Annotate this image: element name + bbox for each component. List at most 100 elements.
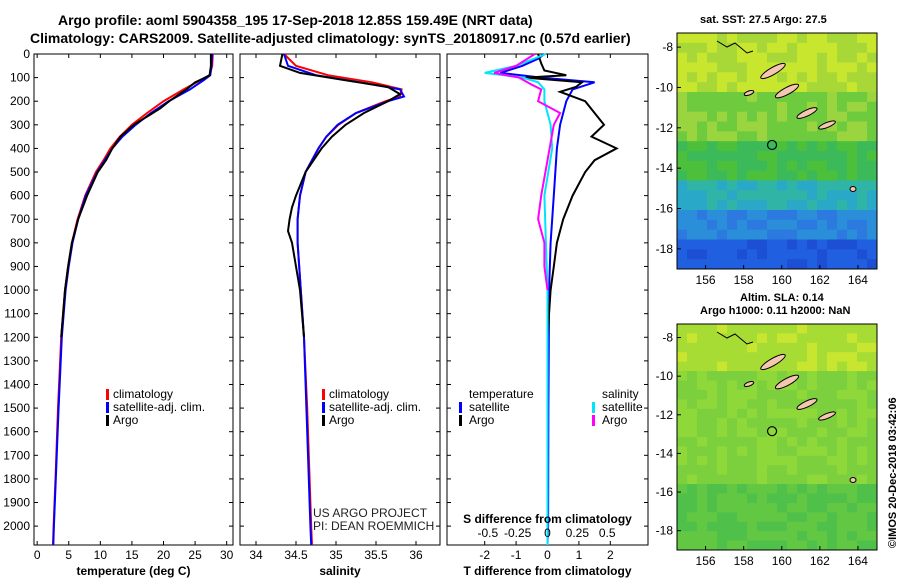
map-cell	[687, 101, 698, 113]
xtick-top-diff-0: -0.5	[477, 526, 498, 540]
argo-position-marker	[766, 139, 778, 151]
map-cell	[817, 160, 828, 172]
map-cell	[807, 389, 818, 400]
map-cell	[707, 249, 718, 260]
map-cell	[687, 42, 698, 54]
map-cell	[827, 160, 838, 172]
map-cell	[857, 151, 868, 162]
map-cell	[697, 42, 708, 54]
map-cell	[787, 324, 798, 334]
map-cell	[707, 512, 718, 523]
map-cell	[847, 111, 858, 122]
map-cell	[827, 399, 838, 410]
map-cell	[737, 512, 748, 523]
map-cell	[747, 190, 758, 201]
map-cell	[767, 474, 778, 485]
map-cell	[777, 249, 788, 260]
map-cell	[847, 446, 858, 457]
map-cell	[767, 531, 778, 542]
xtick-label-temperature-30: 30	[220, 548, 234, 562]
series-salinity-2	[278, 53, 402, 338]
map-cell	[747, 101, 758, 113]
ytick-label-200: 200	[10, 94, 30, 108]
map-cell	[677, 399, 688, 410]
map-cell	[787, 502, 798, 513]
map-cell	[747, 229, 758, 240]
map-cell	[867, 33, 878, 44]
map-cell	[697, 474, 708, 485]
map-cell	[827, 239, 838, 250]
map-cell	[837, 72, 848, 83]
map-cell	[707, 427, 718, 438]
map-cell	[767, 239, 778, 250]
map-cell	[767, 521, 778, 532]
map-cell	[807, 42, 818, 54]
map-cell	[827, 131, 838, 142]
map-cell	[837, 200, 848, 211]
map-cell	[787, 180, 798, 191]
series-difference-1	[525, 53, 619, 338]
map-cell	[697, 52, 708, 63]
map-cell	[747, 418, 758, 429]
map-cell	[837, 502, 848, 513]
map-cell	[777, 427, 788, 438]
map-cell	[787, 408, 798, 419]
map-cell	[677, 229, 688, 240]
map-cell	[807, 540, 818, 551]
map-cell	[727, 92, 738, 103]
title-line-1: Argo profile: aoml 5904358_195 17-Sep-20…	[58, 12, 533, 28]
map-cell	[807, 92, 818, 103]
map-cell	[787, 141, 798, 152]
map-cell	[757, 111, 768, 122]
map-cell	[857, 170, 868, 181]
map-cell	[687, 33, 698, 44]
map-cell	[817, 474, 828, 485]
map-cell	[847, 502, 858, 513]
map-cell	[747, 352, 758, 363]
map-cell	[697, 361, 708, 372]
map-cell	[837, 418, 848, 429]
map-cell	[787, 427, 798, 438]
map-cell	[827, 92, 838, 103]
map-cell	[837, 399, 848, 410]
map-cell	[757, 352, 768, 363]
map-cell	[867, 111, 878, 122]
map-cell	[757, 437, 768, 447]
map-cell	[767, 502, 778, 513]
map-map-sst	[676, 32, 878, 270]
map-cell	[707, 324, 718, 334]
map-cell	[857, 502, 868, 513]
map-cell	[847, 141, 858, 152]
map-cell	[727, 342, 738, 353]
map-cell	[827, 111, 838, 122]
map-cell	[737, 180, 748, 191]
map-cell	[787, 540, 798, 551]
map-cell	[767, 121, 778, 132]
map-cell	[717, 521, 728, 532]
map-cell	[807, 493, 818, 504]
map-cell	[867, 352, 878, 363]
map-cell	[787, 455, 798, 466]
map-cell	[837, 540, 848, 551]
map-cell	[787, 361, 798, 372]
map-cell	[727, 190, 738, 201]
map-cell	[827, 361, 838, 372]
map-cell	[797, 512, 808, 523]
map-cell	[787, 389, 798, 400]
legend-diff-s-swatch-1	[592, 415, 595, 426]
map-cell	[737, 239, 748, 250]
map-cell	[797, 418, 808, 429]
map-cell	[747, 342, 758, 353]
ytick-label-1600: 1600	[3, 425, 30, 439]
map-cell	[707, 141, 718, 152]
map-cell	[677, 455, 688, 466]
map-cell	[847, 259, 858, 270]
map-cell	[787, 342, 798, 353]
map-cell	[817, 210, 828, 221]
map-cell	[727, 531, 738, 542]
map-cell	[857, 121, 868, 132]
map-xtick-label-1-158: 158	[734, 554, 754, 568]
map-cell	[697, 111, 708, 122]
map-cell	[767, 219, 778, 231]
map-cell	[807, 210, 818, 221]
